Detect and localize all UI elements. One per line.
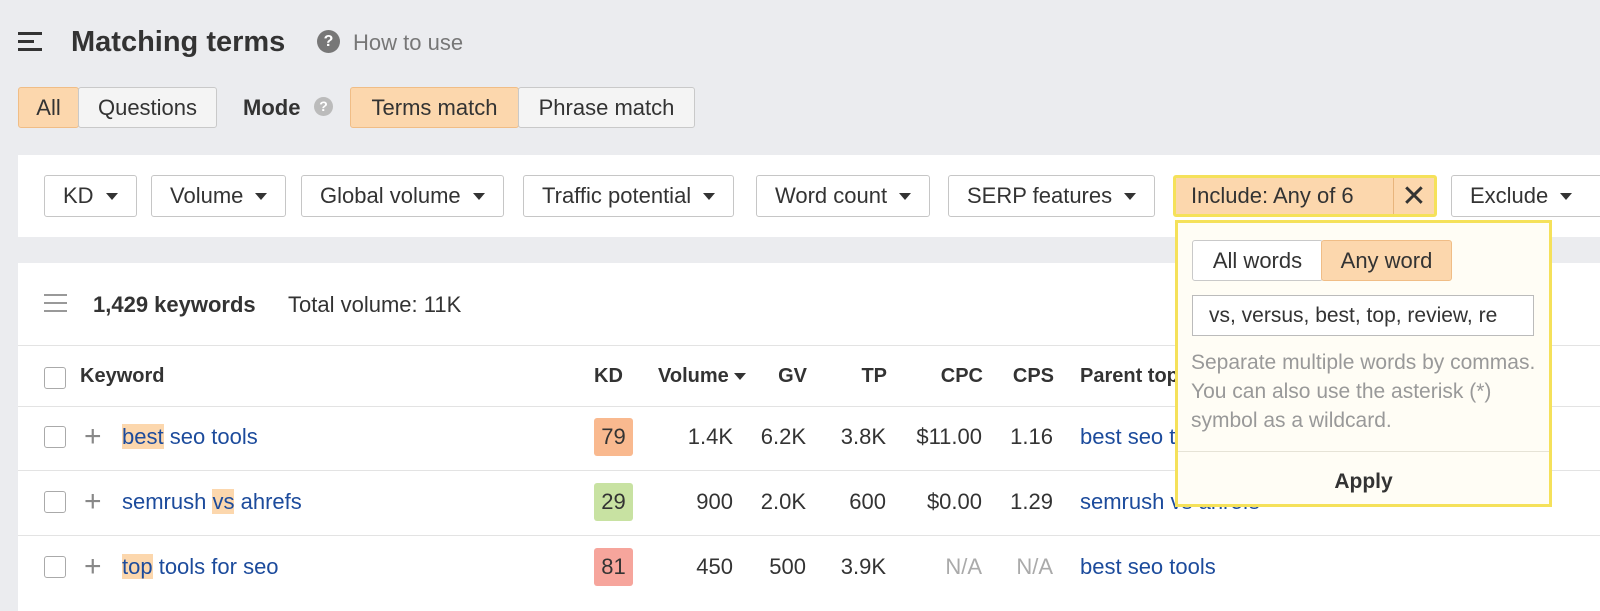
cell-volume: 450 xyxy=(696,554,733,579)
help-icon: ? xyxy=(314,97,333,116)
checkbox[interactable] xyxy=(44,556,66,578)
keyword-part: ahrefs xyxy=(234,489,302,514)
cell-volume: 1.4K xyxy=(687,424,733,449)
cell-volume: 900 xyxy=(696,489,733,514)
keyword-part: top xyxy=(122,554,153,579)
column-header[interactable]: Keyword xyxy=(80,365,165,387)
help-icon: ? xyxy=(317,30,340,53)
filter-label: SERP features xyxy=(967,183,1113,208)
menu-icon[interactable] xyxy=(18,32,42,51)
column-header[interactable]: GV xyxy=(778,365,807,387)
toggle-option[interactable]: Any word xyxy=(1321,240,1452,281)
checkbox[interactable] xyxy=(44,367,66,389)
filter[interactable]: Volume xyxy=(151,175,287,217)
page-title: Matching terms xyxy=(71,26,286,58)
filter[interactable]: Word count xyxy=(756,175,931,217)
kd-badge: 79 xyxy=(594,418,633,456)
mode-option[interactable]: Terms match xyxy=(350,87,519,128)
filter[interactable]: Traffic potential xyxy=(523,175,735,217)
toggle-option[interactable]: All words xyxy=(1192,240,1323,281)
cell-gv: 500 xyxy=(769,554,806,579)
filter-label: Word count xyxy=(775,183,888,208)
cell-cpc: $11.00 xyxy=(916,424,982,449)
cell-tp: 3.9K xyxy=(840,554,886,579)
column-header[interactable]: TP xyxy=(861,365,887,387)
cell-cps: 1.16 xyxy=(1010,424,1053,449)
expand-icon[interactable]: + xyxy=(84,550,102,583)
expand-icon[interactable]: + xyxy=(84,420,102,453)
checkbox[interactable] xyxy=(44,491,66,513)
hint: Separate multiple words by commas. You c… xyxy=(1191,351,1536,432)
keyword-part: vs xyxy=(212,489,235,514)
filter-label: KD xyxy=(63,183,94,208)
cell-gv: 2.0K xyxy=(760,489,806,514)
divider xyxy=(18,470,1600,471)
filter-label: Volume xyxy=(170,183,244,208)
mode-label: Mode xyxy=(243,95,301,120)
keyword-count: 1,429 keywords xyxy=(93,292,256,317)
kd-badge: 29 xyxy=(594,483,633,521)
filter[interactable]: KD xyxy=(44,175,137,217)
kd-badge: 81 xyxy=(594,548,633,586)
keyword-part: tools for seo xyxy=(152,554,279,579)
cell-gv: 6.2K xyxy=(760,424,806,449)
divider xyxy=(18,535,1600,536)
clear-button[interactable]: ✕ xyxy=(1393,178,1434,214)
include-label: Include: Any of 6 xyxy=(1191,183,1354,208)
keyword-part: seo tools xyxy=(163,424,258,449)
filter[interactable]: Exclude xyxy=(1451,175,1600,217)
cell-tp: 3.8K xyxy=(840,424,886,449)
apply-button[interactable]: Apply xyxy=(1334,470,1393,493)
expand-icon[interactable]: + xyxy=(84,485,102,518)
column-header[interactable]: Parent topic xyxy=(1080,365,1196,387)
keyword-part: best xyxy=(122,424,164,449)
include-popup: All words Any word vs, versus, best, top… xyxy=(1175,220,1552,507)
keyword-part: semrush xyxy=(122,489,213,514)
column-header[interactable]: CPS xyxy=(1012,365,1054,387)
keyword[interactable]: top tools for seo xyxy=(122,554,279,580)
column-header[interactable]: Volume xyxy=(658,365,747,388)
keyword[interactable]: semrush vs ahrefs xyxy=(122,489,302,515)
filter-label: Exclude xyxy=(1470,183,1549,208)
divider xyxy=(18,345,1600,346)
divider xyxy=(18,406,1600,407)
words-input[interactable]: vs, versus, best, top, review, re xyxy=(1192,295,1534,336)
cell-tp: 600 xyxy=(849,489,886,514)
column-header[interactable]: CPC xyxy=(940,365,983,387)
tab[interactable]: All xyxy=(18,87,79,128)
parent-topic[interactable]: best seo tools xyxy=(1080,554,1216,579)
total-volume: Total volume: 11K xyxy=(288,292,462,317)
filter-label: Global volume xyxy=(320,183,461,208)
keyword[interactable]: best seo tools xyxy=(122,424,258,450)
filter[interactable]: SERP features xyxy=(948,175,1156,217)
cell-cps: N/A xyxy=(1016,554,1053,579)
cell-cpc: N/A xyxy=(945,554,982,579)
column-header[interactable]: KD xyxy=(594,365,623,387)
include-filter[interactable]: Include: Any of 6 ✕ xyxy=(1173,175,1437,217)
checkbox[interactable] xyxy=(44,426,66,448)
help-link[interactable]: How to use xyxy=(353,30,464,55)
filter[interactable]: Global volume xyxy=(301,175,504,217)
divider xyxy=(1178,451,1549,452)
tab[interactable]: Questions xyxy=(78,87,217,128)
cell-cps: 1.29 xyxy=(1010,489,1053,514)
column-label: Volume xyxy=(658,365,729,387)
filter-label: Traffic potential xyxy=(542,183,692,208)
mode-option[interactable]: Phrase match xyxy=(518,87,695,128)
columns-icon[interactable] xyxy=(44,294,67,312)
cell-cpc: $0.00 xyxy=(926,489,982,514)
